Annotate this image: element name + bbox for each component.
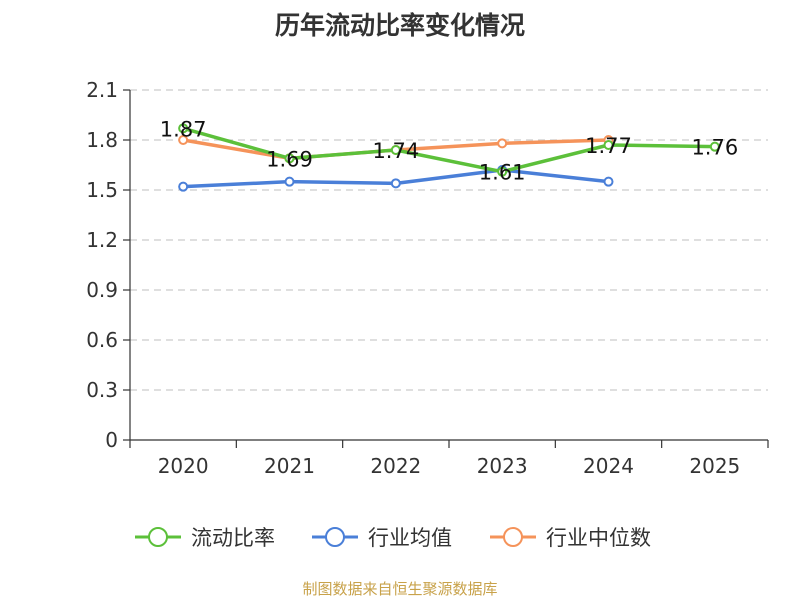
y-tick-label: 1.2	[86, 228, 118, 252]
x-tick-label: 2021	[264, 454, 315, 478]
y-tick-label: 0.3	[86, 378, 118, 402]
data-point	[284, 176, 295, 187]
y-tick-label: 1.5	[86, 178, 118, 202]
legend-label: 流动比率	[191, 526, 275, 550]
x-tick-label: 2025	[689, 454, 740, 478]
legend-item: 行业中位数	[490, 526, 651, 550]
data-point	[178, 181, 189, 192]
legend-marker	[325, 527, 345, 547]
x-tick-label: 2022	[370, 454, 421, 478]
data-point	[709, 141, 720, 152]
x-tick-label: 2024	[583, 454, 634, 478]
legend-label: 行业中位数	[546, 526, 651, 550]
data-point	[497, 138, 508, 149]
data-labels: 1.87 1.69 1.74 1.61 1.77 1.76	[160, 117, 738, 184]
series-lines	[178, 123, 720, 192]
legend-label: 行业均值	[368, 526, 452, 550]
axes: 0 0.3 0.6 0.9 1.2 1.5 1.8 2.1 2020 2021 2022 2023 20…	[86, 78, 769, 478]
series-line	[182, 126, 715, 174]
data-point	[390, 178, 401, 189]
data-label: 1.87	[160, 117, 207, 141]
y-tick-label: 0	[105, 428, 118, 452]
legend-marker	[503, 527, 523, 547]
data-label: 1.76	[691, 136, 738, 160]
data-label: 1.69	[266, 147, 313, 171]
legend-item: 行业均值	[312, 526, 452, 550]
data-label: 1.74	[372, 139, 419, 163]
data-label: 1.77	[585, 134, 632, 158]
y-tick-label: 0.6	[86, 328, 118, 352]
source-note: 制图数据来自恒生聚源数据库	[302, 580, 498, 598]
y-tick-label: 0.9	[86, 278, 118, 302]
legend-marker	[148, 527, 168, 547]
chart-title: 历年流动比率变化情况	[274, 11, 525, 40]
data-point	[603, 176, 614, 187]
y-tick-label: 1.8	[86, 128, 118, 152]
data-label: 1.61	[479, 161, 526, 185]
data-point	[178, 135, 189, 145]
legend: 流动比率 行业均值 行业中位数	[135, 526, 651, 550]
data-point	[390, 145, 401, 155]
data-point	[284, 153, 295, 164]
y-tick-label: 2.1	[86, 78, 118, 102]
legend-item: 流动比率	[135, 526, 275, 550]
grid-lines	[130, 89, 768, 391]
x-tick-label: 2023	[477, 454, 528, 478]
x-tick-label: 2020	[158, 454, 209, 478]
data-point	[603, 140, 614, 150]
data-point	[178, 123, 189, 134]
data-point	[497, 166, 508, 177]
